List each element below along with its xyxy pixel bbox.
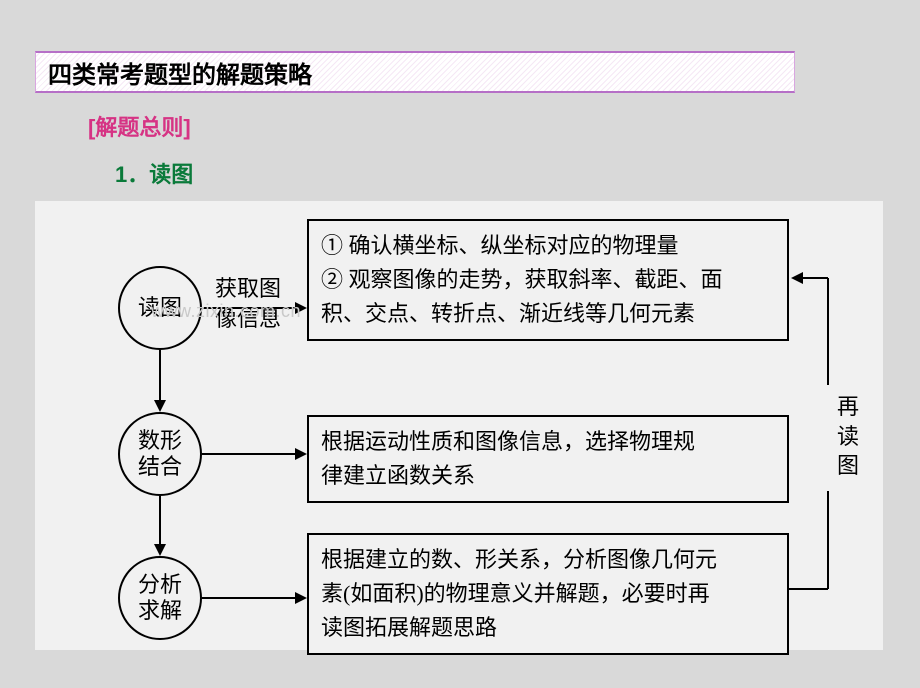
node-box1: ① 确认横坐标、纵坐标对应的物理量 ② 观察图像的走势，获取斜率、截距、面 积、… — [307, 219, 789, 341]
node-box3-label: 根据建立的数、形关系，分析图像几何元 素(如面积)的物理意义并解题，必要时再 读… — [321, 543, 717, 645]
node-box3: 根据建立的数、形关系，分析图像几何元 素(如面积)的物理意义并解题，必要时再 读… — [307, 533, 789, 655]
node-box2-label: 根据运动性质和图像信息，选择物理规 律建立函数关系 — [321, 425, 695, 493]
flowchart-diagram: 读图 数形 结合 分析 求解 ① 确认横坐标、纵坐标对应的物理量 ② 观察图像的… — [35, 201, 883, 650]
node-reread: 再 读 图 — [837, 392, 859, 481]
node-solve-label: 分析 求解 — [138, 572, 182, 625]
node-combine-label: 数形 结合 — [138, 428, 182, 481]
node-solve: 分析 求解 — [118, 556, 202, 640]
node-box1-label: ① 确认横坐标、纵坐标对应的物理量 ② 观察图像的走势，获取斜率、截距、面 积、… — [321, 229, 723, 331]
title-box: 四类常考题型的解题策略 — [35, 51, 795, 93]
node-box2: 根据运动性质和图像信息，选择物理规 律建立函数关系 — [307, 415, 789, 503]
subtitle: [解题总则] — [88, 110, 191, 142]
watermark: www.zixin.com.cn — [151, 301, 301, 322]
node-combine: 数形 结合 — [118, 412, 202, 496]
section-label: 1．读图 — [115, 157, 193, 189]
title-text: 四类常考题型的解题策略 — [48, 55, 312, 90]
